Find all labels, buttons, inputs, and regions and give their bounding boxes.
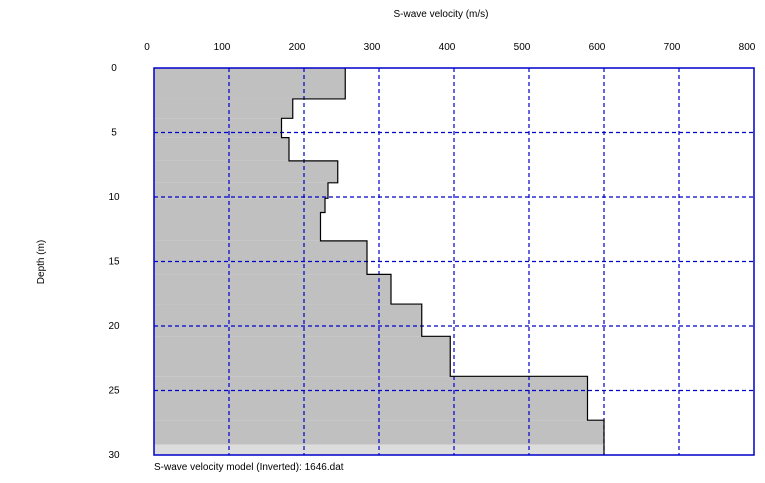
velocity-layer-10 — [154, 274, 391, 305]
y-tick-labels: 0 5 10 15 20 25 30 — [108, 63, 120, 461]
velocity-layer-4 — [154, 137, 289, 161]
velocity-layer-1 — [154, 68, 346, 99]
velocity-layer-8 — [154, 212, 321, 241]
x-tick-label-500: 500 — [514, 42, 531, 53]
x-tick-label-100: 100 — [214, 42, 231, 53]
y-tick-label-30: 30 — [108, 450, 120, 461]
velocity-layer-13 — [154, 376, 588, 421]
x-tick-label-200: 200 — [289, 42, 306, 53]
y-tick-label-0: 0 — [111, 63, 117, 74]
x-tick-label-400: 400 — [439, 42, 456, 53]
velocity-layer-9 — [154, 240, 367, 275]
y-tick-label-5: 5 — [111, 128, 117, 139]
velocity-layer-7 — [154, 198, 325, 213]
x-tick-label-700: 700 — [664, 42, 681, 53]
x-tick-label-300: 300 — [364, 42, 381, 53]
velocity-layer-5 — [154, 160, 338, 183]
velocity-profile-line — [280, 68, 605, 455]
x-tick-label-0: 0 — [144, 42, 150, 53]
velocity-fill — [154, 68, 604, 455]
velocity-layer-12 — [154, 336, 451, 377]
x-tick-label-800: 800 — [739, 42, 756, 53]
x-tick-labels: 0 100 200 300 400 500 600 700 800 — [144, 42, 756, 53]
y-tick-label-10: 10 — [108, 192, 120, 203]
x-axis-title: S-wave velocity (m/s) — [393, 9, 488, 20]
velocity-layer-11 — [154, 304, 422, 337]
y-tick-label-20: 20 — [108, 321, 120, 332]
model-caption: S-wave velocity model (Inverted): 1646.d… — [154, 462, 344, 473]
y-tick-label-25: 25 — [108, 386, 120, 397]
plot-frame — [153, 67, 755, 456]
velocity-layer-3 — [154, 118, 282, 138]
y-tick-label-15: 15 — [108, 257, 120, 268]
y-axis-title: Depth (m) — [36, 240, 47, 284]
x-tick-label-600: 600 — [589, 42, 606, 53]
velocity-layer-6 — [154, 182, 328, 199]
velocity-layer-2 — [154, 98, 293, 119]
grid-lines — [154, 68, 754, 455]
